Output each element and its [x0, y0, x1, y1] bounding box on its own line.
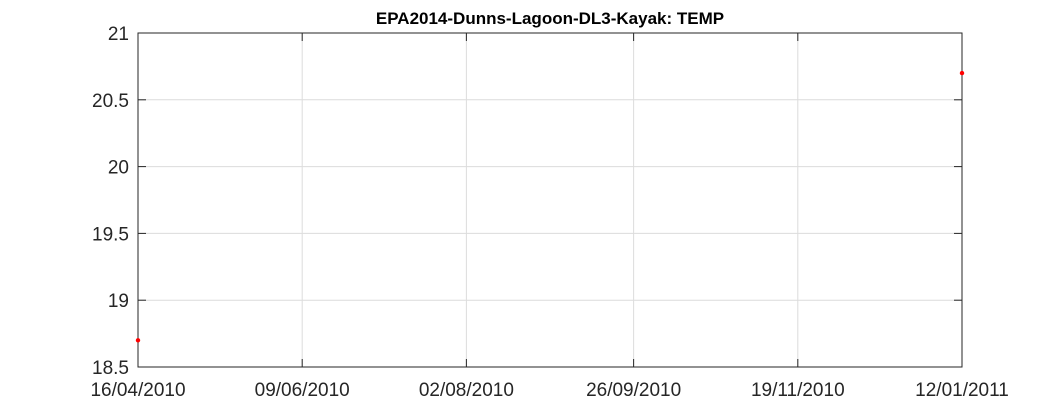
y-tick-label: 21 — [108, 24, 129, 45]
x-tick-label: 09/06/2010 — [255, 380, 350, 401]
chart-title: EPA2014-Dunns-Lagoon-DL3-Kayak: TEMP — [376, 9, 724, 28]
y-tick-label: 18.5 — [92, 358, 129, 379]
y-tick-label: 19.5 — [92, 224, 129, 245]
plot-frame — [137, 32, 963, 368]
tick-labels: 18.5 19 19.5 20 20.5 21 16/04/2010 09/06/2010 02… — [90, 24, 1008, 401]
data-point — [135, 338, 141, 343]
y-tick-label: 20.5 — [92, 91, 129, 112]
x-tick-label: 16/04/2010 — [90, 380, 185, 401]
x-tick-label: 12/01/2011 — [915, 380, 1009, 401]
y-tick-label: 19 — [108, 291, 129, 312]
data-point — [959, 70, 965, 76]
y-tick-label: 20 — [108, 158, 129, 179]
plot-background — [138, 33, 962, 367]
data-points — [135, 70, 965, 343]
x-tick-label: 02/08/2010 — [419, 380, 514, 401]
grid — [138, 33, 962, 367]
x-tick-label: 19/11/2010 — [751, 380, 845, 401]
x-tick-label: 26/09/2010 — [586, 380, 681, 401]
